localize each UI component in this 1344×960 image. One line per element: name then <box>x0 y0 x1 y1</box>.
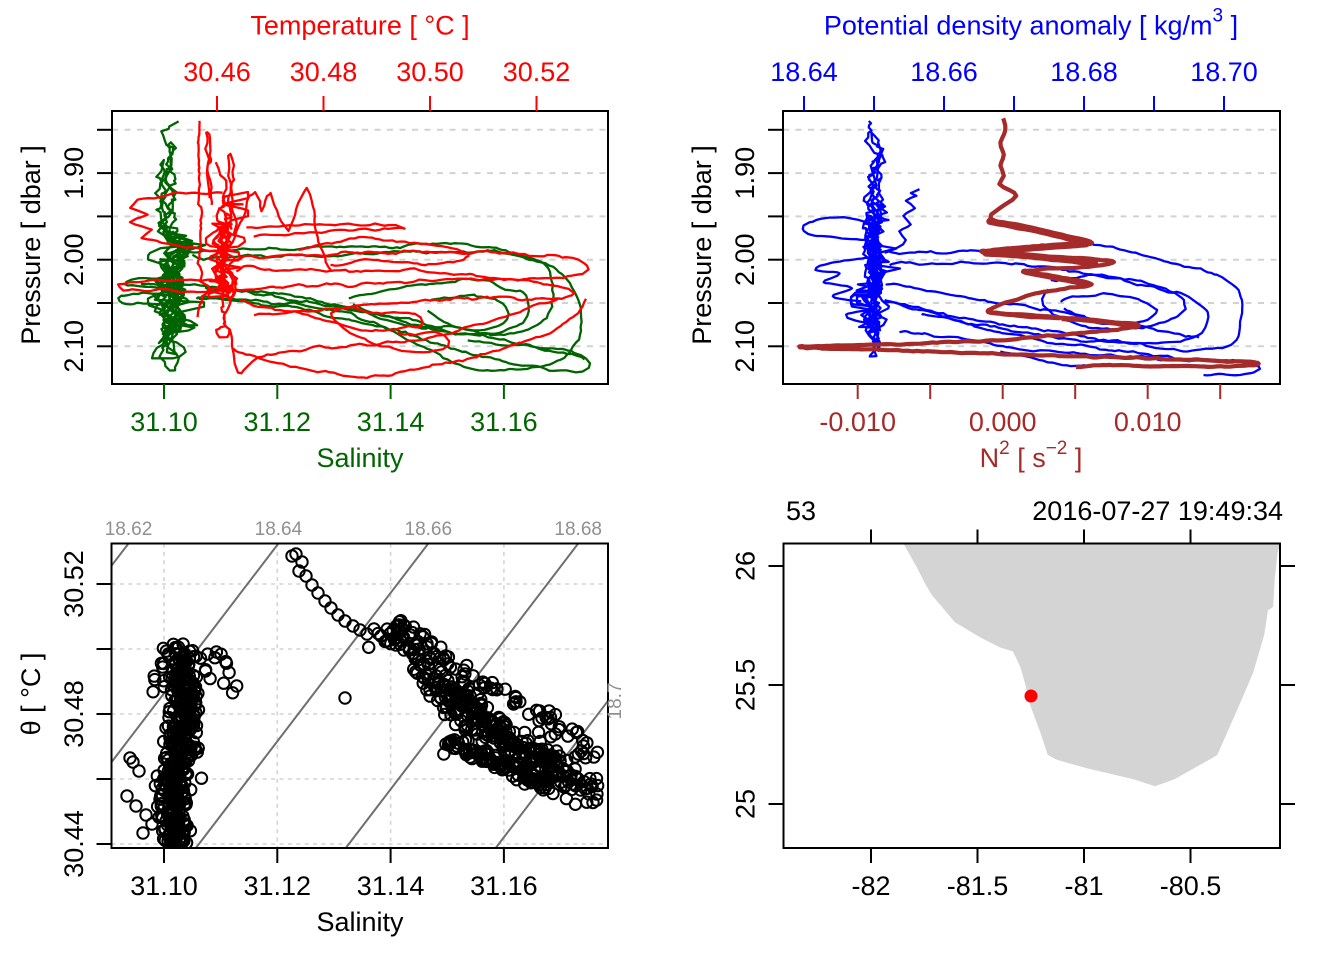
svg-text:30.50: 30.50 <box>396 57 464 87</box>
svg-text:-81: -81 <box>1064 871 1103 901</box>
svg-text:Salinity: Salinity <box>316 907 404 937</box>
svg-text:1.90: 1.90 <box>59 147 89 200</box>
svg-text:31.10: 31.10 <box>130 871 198 901</box>
svg-text:0.010: 0.010 <box>1114 407 1182 437</box>
svg-text:Pressure [ dbar ]: Pressure [ dbar ] <box>687 145 717 345</box>
svg-text:2016-07-27 19:49:34: 2016-07-27 19:49:34 <box>1032 496 1283 526</box>
svg-text:2.00: 2.00 <box>730 233 760 286</box>
svg-text:18.68: 18.68 <box>1050 57 1118 87</box>
svg-text:Pressure [ dbar ]: Pressure [ dbar ] <box>16 145 46 345</box>
svg-text:30.44: 30.44 <box>59 810 89 878</box>
svg-text:Temperature [ °C ]: Temperature [ °C ] <box>250 11 469 41</box>
svg-text:25.5: 25.5 <box>731 659 761 712</box>
svg-text:30.48: 30.48 <box>59 680 89 748</box>
svg-text:18.66: 18.66 <box>910 57 978 87</box>
svg-text:25: 25 <box>731 789 761 819</box>
svg-text:18.62: 18.62 <box>105 519 153 540</box>
svg-text:18.7: 18.7 <box>605 683 626 720</box>
svg-text:18.64: 18.64 <box>255 519 303 540</box>
svg-text:-80.5: -80.5 <box>1160 871 1222 901</box>
svg-text:26: 26 <box>731 551 761 581</box>
svg-text:Potential density anomaly [ kg: Potential density anomaly [ kg/m3 ] <box>824 6 1238 41</box>
svg-text:31.12: 31.12 <box>244 407 312 437</box>
svg-text:18.66: 18.66 <box>405 519 453 540</box>
svg-text:31.16: 31.16 <box>470 871 538 901</box>
svg-text:31.10: 31.10 <box>130 407 198 437</box>
svg-text:2.10: 2.10 <box>59 320 89 373</box>
svg-text:31.12: 31.12 <box>244 871 312 901</box>
svg-text:30.48: 30.48 <box>290 57 358 87</box>
svg-text:30.46: 30.46 <box>183 57 251 87</box>
svg-text:1.90: 1.90 <box>730 147 760 200</box>
svg-text:N2 [ s−2 ]: N2 [ s−2 ] <box>980 438 1083 473</box>
svg-text:18.70: 18.70 <box>1190 57 1258 87</box>
svg-text:-81.5: -81.5 <box>947 871 1009 901</box>
svg-text:Salinity: Salinity <box>316 443 404 473</box>
svg-text:-82: -82 <box>851 871 890 901</box>
svg-text:θ [ °C ]: θ [ °C ] <box>16 653 46 736</box>
svg-text:18.64: 18.64 <box>770 57 838 87</box>
svg-text:31.14: 31.14 <box>357 407 425 437</box>
svg-text:18.68: 18.68 <box>554 519 602 540</box>
svg-text:31.14: 31.14 <box>357 871 425 901</box>
svg-text:31.16: 31.16 <box>470 407 538 437</box>
svg-text:2.10: 2.10 <box>730 320 760 373</box>
svg-text:30.52: 30.52 <box>59 550 89 618</box>
svg-text:2.00: 2.00 <box>59 233 89 286</box>
svg-text:30.52: 30.52 <box>503 57 571 87</box>
svg-text:0.000: 0.000 <box>969 407 1037 437</box>
svg-text:53: 53 <box>786 496 816 526</box>
svg-text:-0.010: -0.010 <box>819 407 896 437</box>
